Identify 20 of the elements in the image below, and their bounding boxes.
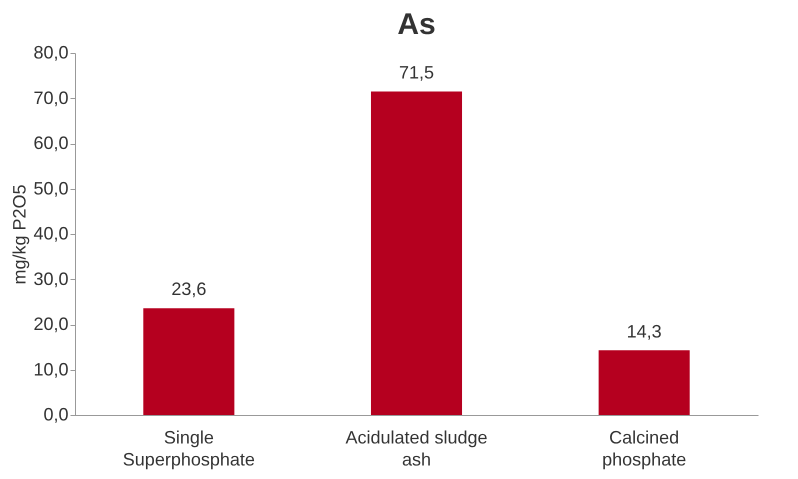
x-tick-label: Acidulated sludge ash <box>345 428 488 470</box>
y-tick-label: 20,0 <box>33 314 68 334</box>
y-tick-label: 60,0 <box>33 133 68 153</box>
data-label: 71,5 <box>398 62 434 82</box>
y-tick-label: 50,0 <box>33 178 68 198</box>
y-tick-label: 0,0 <box>43 404 68 424</box>
data-label: 14,3 <box>626 321 662 342</box>
chart-title: As <box>397 8 436 41</box>
x-tick-label: Single Superphosphate <box>122 428 255 470</box>
y-tick-label: 80,0 <box>33 42 68 62</box>
x-tick-label: Calcined phosphate <box>602 428 686 470</box>
y-axis-title: mg/kg P2O5 <box>9 184 30 285</box>
y-tick-label: 40,0 <box>33 224 68 244</box>
bar <box>598 350 690 415</box>
y-tick-label: 10,0 <box>33 359 68 380</box>
bar <box>370 91 462 415</box>
y-tick-label: 30,0 <box>33 268 68 289</box>
bar <box>143 308 234 415</box>
data-label: 23,6 <box>171 279 206 300</box>
y-tick-label: 70,0 <box>33 88 68 108</box>
